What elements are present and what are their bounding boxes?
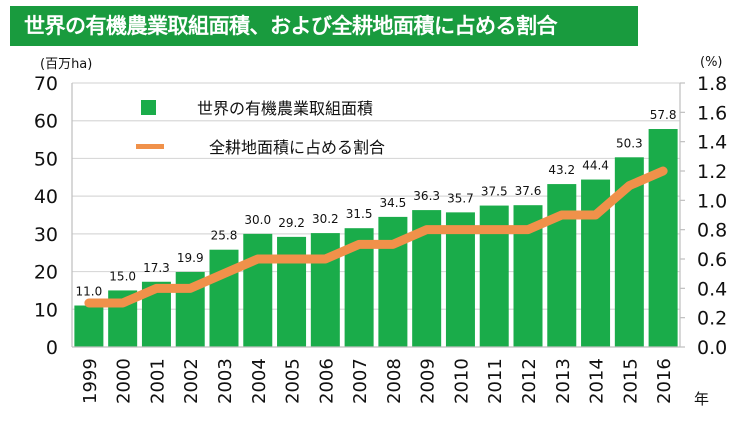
right-axis-unit: (%) <box>700 55 723 70</box>
x-tick-label: 2016 <box>654 358 675 404</box>
bar-data-label: 37.6 <box>515 184 542 198</box>
bar-data-label: 44.4 <box>582 159 609 173</box>
right-tick-label: 1.8 <box>697 73 727 95</box>
x-tick-label: 2010 <box>451 358 472 404</box>
right-axis-ticks: 0.0 0.2 0.4 0.6 0.8 1.0 1.2 1.4 1.6 1.8 <box>697 73 727 359</box>
x-tick-label: 2003 <box>215 358 236 404</box>
x-tick-label: 1999 <box>80 358 101 404</box>
right-tick-label: 0.4 <box>697 278 727 300</box>
bar-data-label: 35.7 <box>447 191 474 205</box>
legend-bar-swatch <box>141 100 156 115</box>
bar <box>277 236 307 347</box>
bar <box>445 212 475 347</box>
left-tick-label: 70 <box>34 73 58 95</box>
bar-data-label: 31.5 <box>346 207 373 221</box>
left-tick-label: 30 <box>34 224 58 246</box>
right-tick-label: 1.6 <box>697 102 727 124</box>
x-tick-label: 2013 <box>553 358 574 404</box>
left-axis-ticks: 0 10 20 30 40 50 60 70 <box>34 73 58 359</box>
bar <box>648 129 678 347</box>
left-tick-label: 40 <box>34 186 58 208</box>
bar-data-label: 30.2 <box>312 212 339 226</box>
bar <box>209 249 239 347</box>
left-tick-label: 0 <box>46 337 58 359</box>
bar-data-label: 50.3 <box>616 136 643 150</box>
x-tick-label: 2005 <box>283 358 304 404</box>
x-tick-label: 2001 <box>147 358 168 404</box>
legend-line-label: 全耕地面積に占める割合 <box>209 138 385 157</box>
bar-data-label: 15.0 <box>109 269 136 283</box>
left-tick-label: 10 <box>34 299 58 321</box>
right-tick-label: 0.6 <box>697 249 727 271</box>
left-tick-label: 50 <box>34 148 58 170</box>
right-tick-label: 0.8 <box>697 220 727 242</box>
bar-data-label: 30.0 <box>244 213 271 227</box>
x-tick-label: 2004 <box>249 358 270 404</box>
x-tick-label: 2014 <box>587 358 608 404</box>
left-tick-label: 60 <box>34 111 58 133</box>
bar-data-label: 57.8 <box>650 108 677 122</box>
x-tick-label: 2009 <box>418 358 439 404</box>
x-axis-ticks: 1999 2000 2001 2002 2003 2004 2005 2006 2007 2008… <box>80 358 675 404</box>
bar-data-label: 17.3 <box>143 261 170 275</box>
bar-data-label: 25.8 <box>211 229 238 243</box>
x-tick-label: 2008 <box>384 358 405 404</box>
x-tick-label: 2011 <box>485 358 506 404</box>
bar <box>74 305 104 347</box>
legend: 世界の有機農業取組面積 全耕地面積に占める割合 <box>136 99 385 157</box>
legend-bar-label: 世界の有機農業取組面積 <box>197 99 373 118</box>
right-tick-label: 1.4 <box>697 132 727 154</box>
right-tick-label: 1.2 <box>697 161 727 183</box>
left-axis-unit: (百万ha) <box>40 57 92 72</box>
right-tick-label: 0.2 <box>697 308 727 330</box>
x-axis-label: 年 <box>694 390 709 408</box>
bar <box>243 233 273 347</box>
bar-data-label: 36.3 <box>413 189 440 203</box>
bar-data-label: 11.0 <box>76 285 103 299</box>
right-tick-label: 0.0 <box>697 337 727 359</box>
bar <box>547 184 577 347</box>
x-tick-label: 2000 <box>114 358 135 404</box>
bar-data-label: 37.5 <box>481 185 508 199</box>
x-tick-label: 2002 <box>181 358 202 404</box>
right-tick-label: 1.0 <box>697 190 727 212</box>
bar-data-label: 29.2 <box>278 216 305 230</box>
x-tick-label: 2012 <box>519 358 540 404</box>
bar-data-label: 34.5 <box>380 196 407 210</box>
legend-line-swatch <box>136 144 164 149</box>
x-tick-label: 2015 <box>620 358 641 404</box>
bar-data-label: 43.2 <box>548 163 575 177</box>
bar-data-label: 19.9 <box>177 251 204 265</box>
x-tick-label: 2007 <box>350 358 371 404</box>
bar-data-labels: 11.0 15.0 17.3 19.9 25.8 30.0 29.2 30.2 31.5 34.5… <box>76 108 677 299</box>
gridlines <box>72 82 680 310</box>
chart-title: 世界の有機農業取組面積、および全耕地面積に占める割合 <box>10 6 638 46</box>
line-series <box>84 166 668 308</box>
line-path <box>84 166 668 308</box>
axes <box>71 82 685 348</box>
x-tick-label: 2006 <box>316 358 337 404</box>
left-tick-label: 20 <box>34 262 58 284</box>
